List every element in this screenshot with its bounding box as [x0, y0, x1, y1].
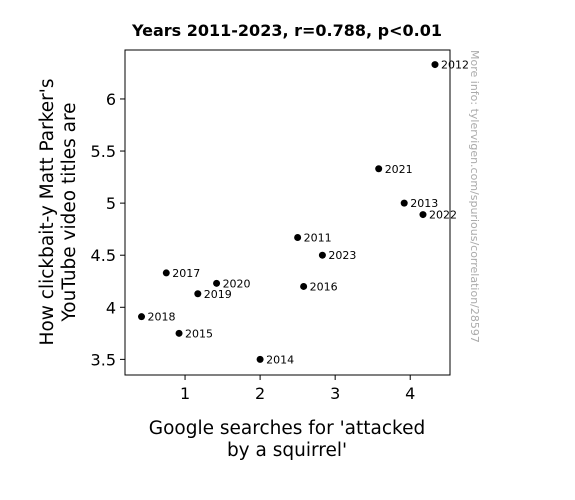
data-point-2021 — [375, 165, 383, 173]
x-tick-label: 1 — [180, 384, 190, 403]
data-point-label-2023: 2023 — [328, 249, 356, 262]
y-tick-label: 3.5 — [91, 350, 116, 369]
data-point-2015 — [175, 329, 183, 337]
data-point-label-2013: 2013 — [410, 197, 438, 210]
y-tick-label: 4 — [106, 298, 116, 317]
data-point-2022 — [419, 211, 427, 219]
data-point-2016 — [300, 282, 308, 290]
data-point-label-2014: 2014 — [266, 353, 294, 366]
data-point-2011 — [294, 234, 302, 241]
y-axis-label: How clickbait-y Matt Parker's YouTube vi… — [37, 79, 80, 346]
chart-title: Years 2011-2023, r=0.788, p<0.01 — [131, 21, 442, 40]
watermark: More info: tylervigen.com/spurious/corre… — [468, 50, 481, 343]
x-tick-label: 2 — [255, 384, 265, 403]
y-tick-label: 4.5 — [91, 246, 116, 265]
data-point-label-2011: 2011 — [304, 232, 332, 245]
data-point-2012 — [431, 61, 439, 69]
data-point-2018 — [138, 313, 146, 321]
data-point-2013 — [400, 199, 408, 207]
data-point-label-2015: 2015 — [185, 327, 213, 340]
y-tick-label: 6 — [106, 90, 116, 109]
data-point-label-2021: 2021 — [385, 163, 413, 176]
y-tick-label: 5.5 — [91, 142, 116, 161]
data-point-2023 — [318, 251, 326, 259]
x-axis-label-line-2: by a squirrel' — [227, 440, 347, 461]
plot-area — [124, 49, 451, 376]
data-point-label-2019: 2019 — [204, 288, 232, 301]
y-axis-label-line-2: YouTube video titles are — [59, 102, 80, 322]
x-axis-label-line-1: Google searches for 'attacked — [149, 418, 425, 439]
data-point-2017 — [162, 269, 170, 277]
data-point-label-2020: 2020 — [223, 277, 251, 290]
data-point-label-2017: 2017 — [172, 267, 200, 280]
x-tick-label: 3 — [330, 384, 340, 403]
watermark-text: More info: tylervigen.com/spurious/corre… — [468, 50, 481, 343]
x-tick-label: 4 — [405, 384, 415, 403]
data-point-label-2022: 2022 — [429, 209, 457, 222]
data-point-2019 — [194, 290, 202, 298]
data-points: 2011 2012 2013 2014 2015 2016 2017 2018 20192020… — [138, 59, 469, 366]
x-axis-ticks: 1 2 3 4 — [180, 375, 415, 403]
data-point-label-2012: 2012 — [441, 59, 469, 72]
data-point-2014 — [256, 355, 264, 363]
y-axis-label-line-1: How clickbait-y Matt Parker's — [37, 79, 58, 346]
y-tick-label: 5 — [106, 194, 116, 213]
data-point-2020 — [213, 279, 221, 287]
data-point-label-2016: 2016 — [310, 280, 338, 293]
y-axis-ticks: 3.5 4 4.5 5 5.5 6 — [91, 90, 125, 369]
data-point-label-2018: 2018 — [148, 311, 176, 324]
